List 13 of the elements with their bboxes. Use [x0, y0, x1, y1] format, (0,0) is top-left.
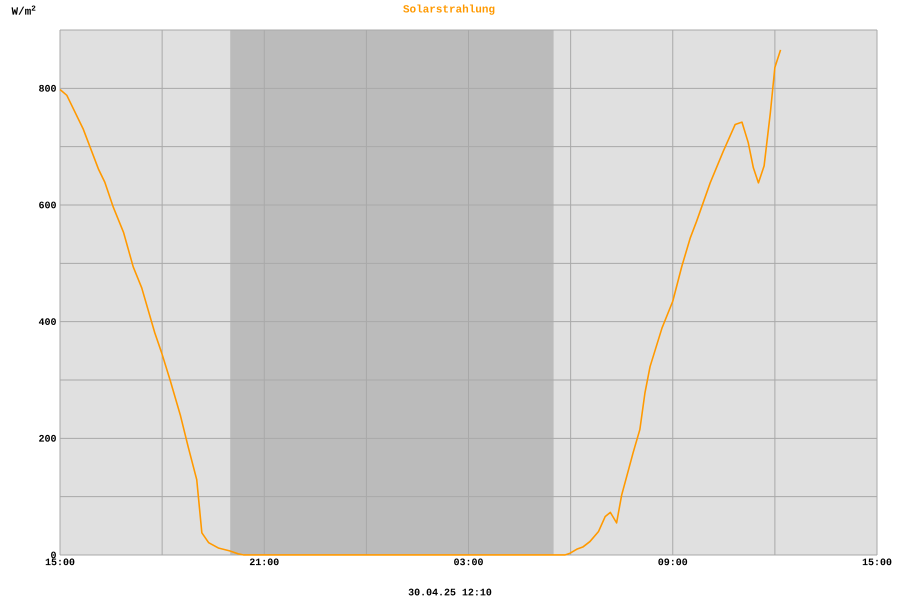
y-tick-label: 0	[51, 552, 56, 558]
x-tick-label: 15:00	[46, 558, 74, 566]
y-tick-label: 200	[39, 434, 56, 442]
y-tick-label: 600	[39, 202, 56, 208]
y-axis-title: W/m$^{2}$	[12, 6, 36, 15]
x-tick-label: 03:00	[454, 558, 483, 566]
text: 30.04.25 12:10	[408, 588, 492, 596]
x-tick-label: 15:00	[862, 558, 892, 566]
x-tick-label: 21:00	[250, 558, 279, 566]
x-tick-label: 09:00	[658, 558, 688, 566]
chart-title: Solarstrahlung	[403, 4, 494, 15]
y-tick-label: 800	[39, 84, 56, 92]
y-tick-label: 400	[38, 318, 56, 326]
